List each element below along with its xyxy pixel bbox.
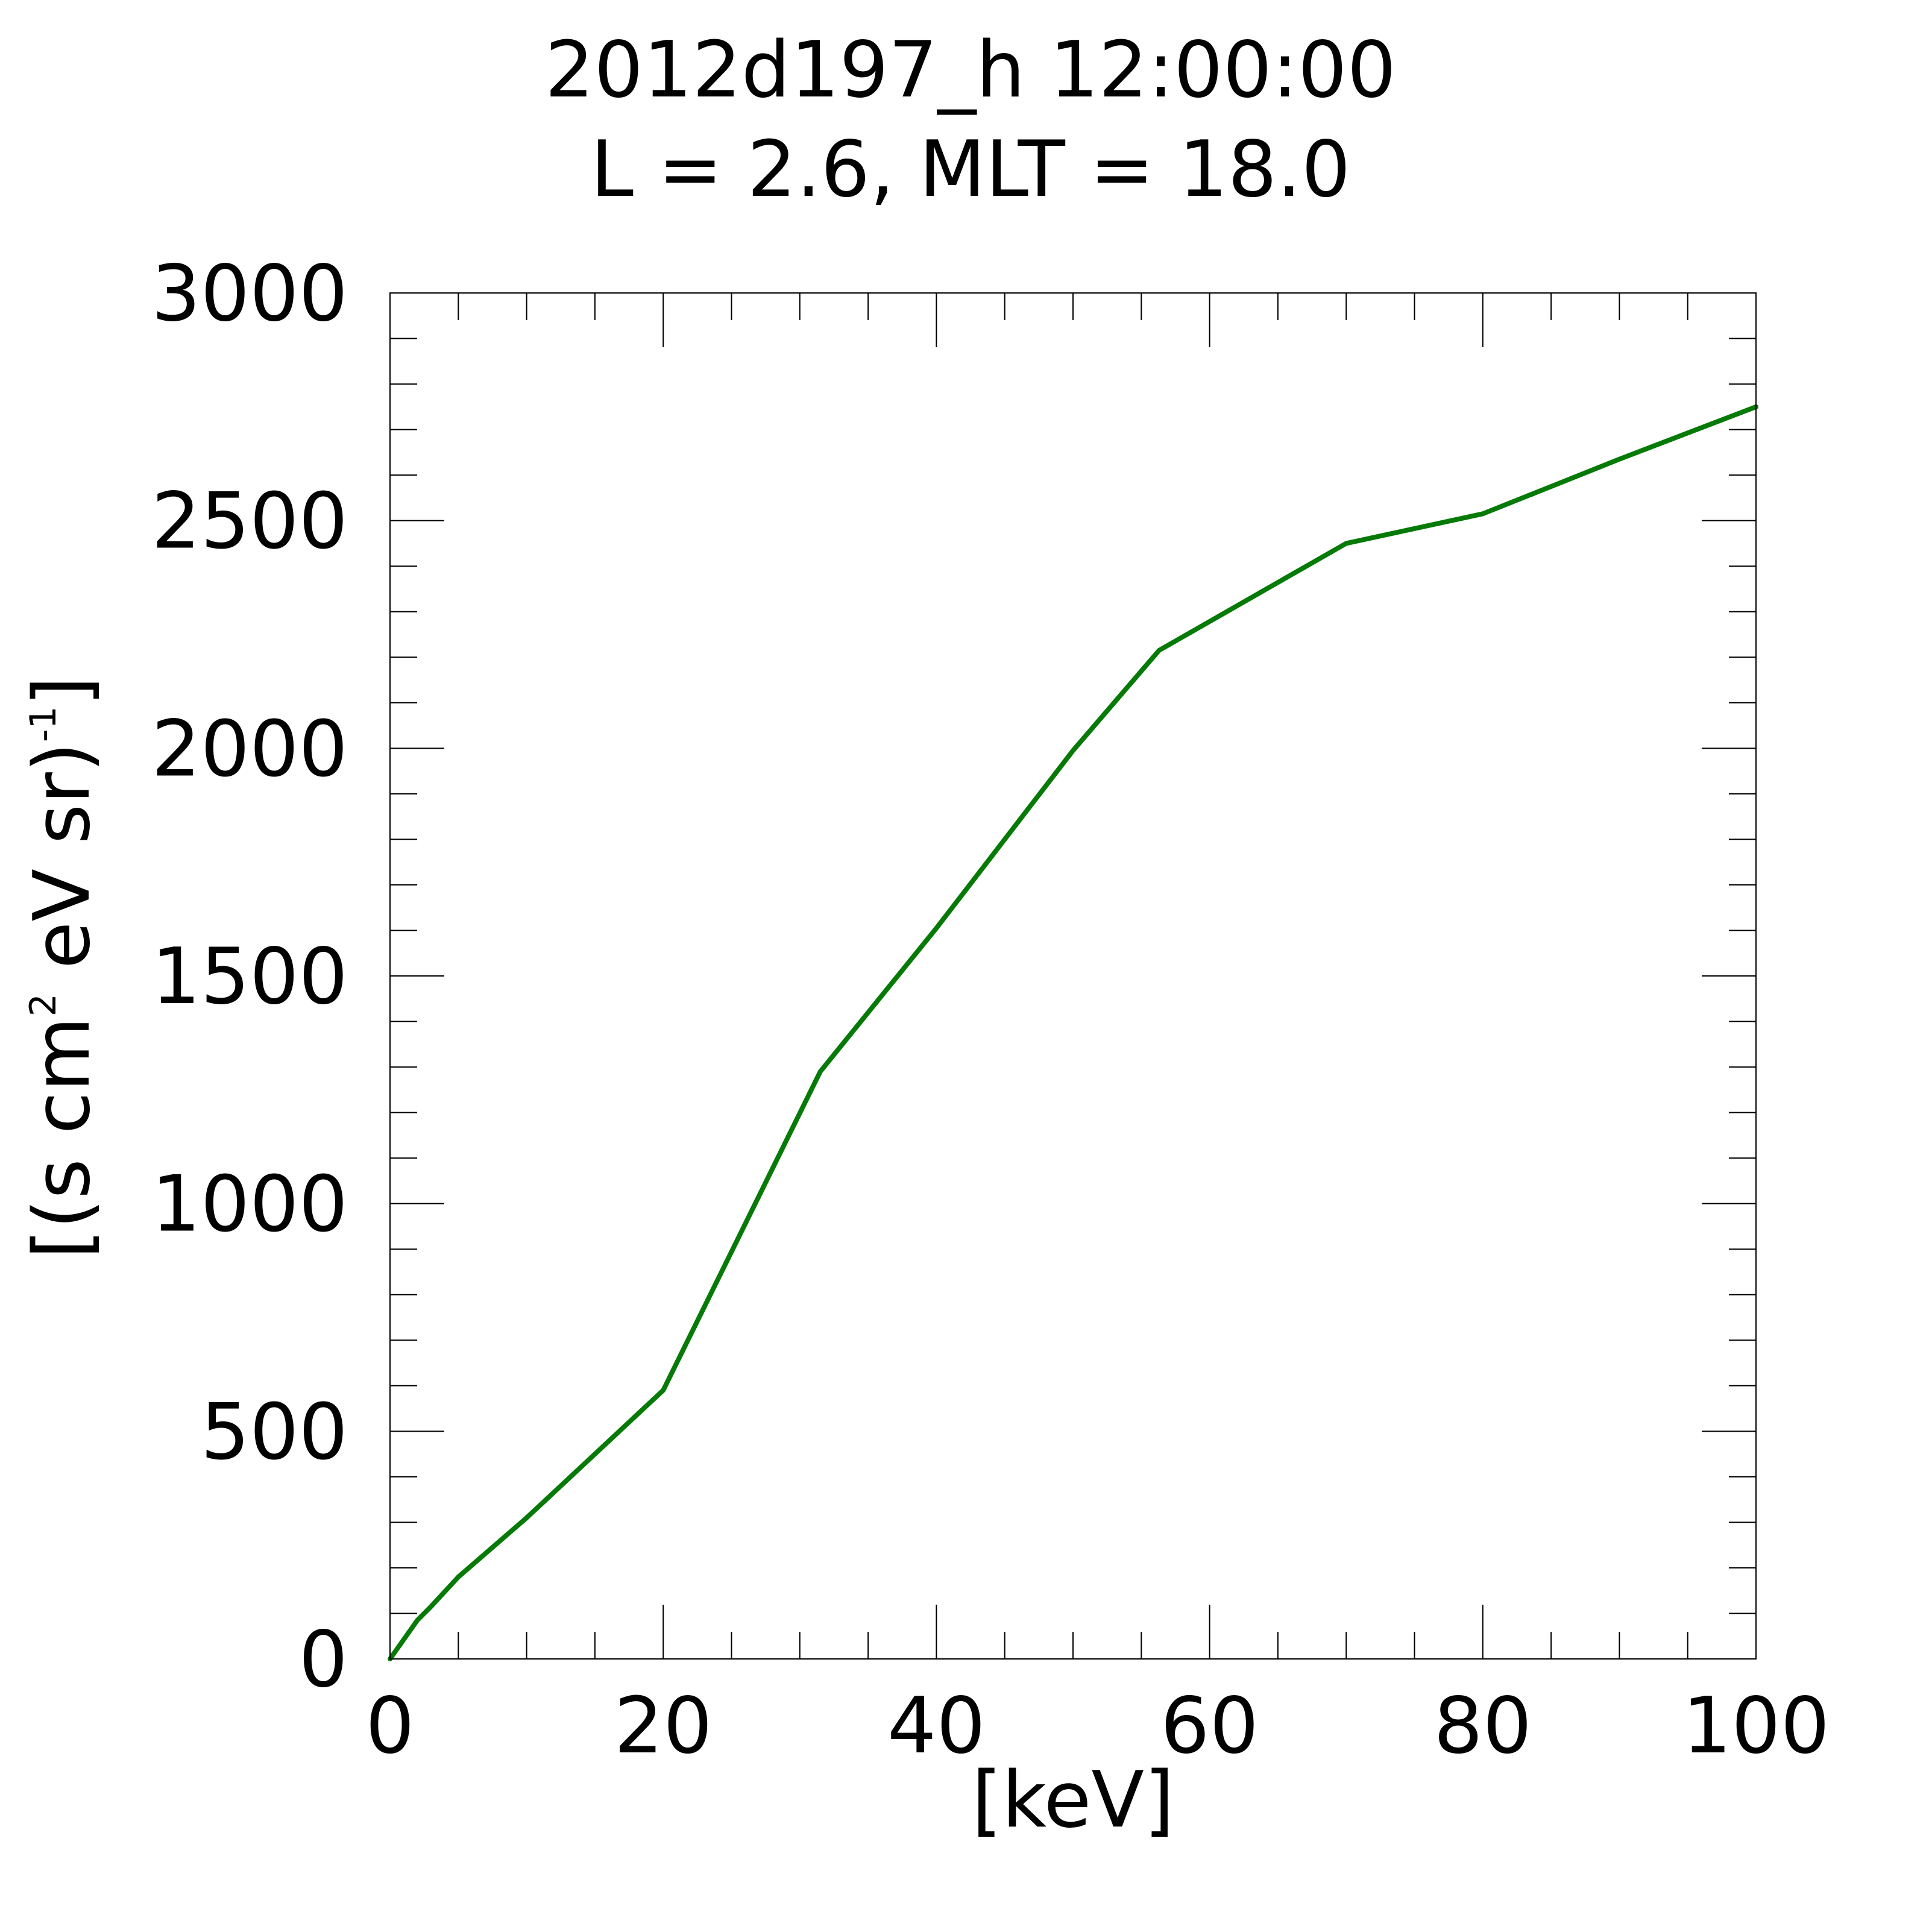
x-tick-label: 60 bbox=[1160, 1681, 1259, 1771]
y-tick-label: 0 bbox=[299, 1615, 348, 1705]
x-tick-label: 100 bbox=[1682, 1681, 1830, 1771]
chart-subtitle: L = 2.6, MLT = 18.0 bbox=[591, 125, 1351, 215]
y-axis-label-part2: eV sr) bbox=[17, 742, 107, 993]
y-tick-label: 500 bbox=[201, 1387, 348, 1477]
y-tick-label: 1000 bbox=[151, 1160, 348, 1250]
x-tick-labels: 0 20 40 60 80 100 bbox=[365, 1681, 1830, 1771]
x-tick-label: 40 bbox=[887, 1681, 986, 1771]
series-line bbox=[388, 404, 1758, 1661]
y-axis-label: [(s cm2 eV sr)-1] bbox=[17, 676, 107, 1259]
y-tick-labels: 0 500 1000 1500 2000 2500 3000 bbox=[151, 249, 348, 1705]
y-tick-label: 2000 bbox=[151, 704, 348, 794]
y-tick-label: 3000 bbox=[151, 249, 348, 339]
plot-frame bbox=[389, 292, 1757, 1660]
y-axis-label-sup2: -1 bbox=[22, 706, 65, 742]
x-tick-label: 0 bbox=[365, 1681, 414, 1771]
y-axis-label-sup1: 2 bbox=[22, 993, 65, 1016]
x-axis-label: [keV] bbox=[972, 1755, 1174, 1845]
y-axis-label-part3: ] bbox=[17, 676, 107, 706]
series-group bbox=[388, 404, 1758, 1661]
x-tick-label: 80 bbox=[1433, 1681, 1532, 1771]
y-axis-label-part1: [(s cm bbox=[17, 1016, 107, 1259]
chart-title: 2012d197_h 12:00:00 bbox=[545, 25, 1396, 115]
minor-ticks bbox=[390, 293, 1756, 1659]
y-tick-label: 1500 bbox=[151, 932, 348, 1022]
y-tick-label: 2500 bbox=[151, 477, 348, 567]
x-tick-label: 20 bbox=[614, 1681, 713, 1771]
